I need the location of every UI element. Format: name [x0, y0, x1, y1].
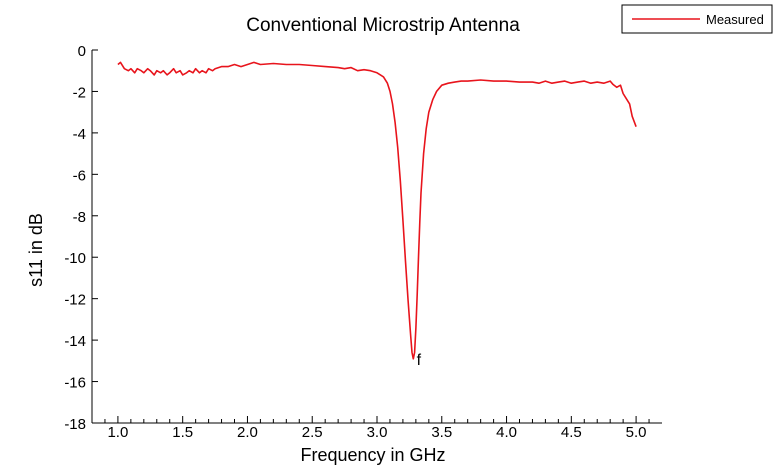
y-tick-label: -6 — [73, 167, 86, 184]
chart-title: Conventional Microstrip Antenna — [246, 15, 520, 36]
x-tick-label: 3.0 — [367, 424, 388, 441]
x-tick-label: 1.5 — [172, 424, 193, 441]
y-tick-label: 0 — [78, 43, 86, 60]
y-tick-label: -16 — [64, 375, 86, 392]
y-tick-label: -14 — [64, 333, 86, 350]
y-axis-ticks: 0 -2 -4 -6 -8 -10 -12 -14 -16 -18 — [64, 43, 98, 433]
x-tick-label: 2.0 — [237, 424, 258, 441]
y-tick-label: -12 — [64, 292, 86, 309]
y-tick-label: -10 — [64, 250, 86, 267]
plot-area: 0 -2 -4 -6 -8 -10 -12 -14 -16 -18 1.0 1.5 2.0 2.5 3.0… — [64, 43, 662, 441]
series-line-measured — [117, 61, 637, 360]
y-tick-label: -18 — [64, 416, 86, 433]
legend: Measured — [621, 4, 773, 34]
x-tick-label: 3.5 — [431, 424, 452, 441]
x-tick-label: 4.5 — [561, 424, 582, 441]
y-tick-label: -4 — [73, 126, 86, 143]
legend-label-measured: Measured — [706, 12, 764, 27]
y-axis-label: s11 in dB — [26, 213, 46, 287]
x-tick-label: 1.0 — [107, 424, 128, 441]
annotation-f: f — [417, 352, 422, 369]
y-tick-label: -2 — [73, 84, 86, 101]
x-axis-label: Frequency in GHz — [300, 445, 445, 465]
y-tick-label: -8 — [73, 209, 86, 226]
x-axis-ticks: 1.0 1.5 2.0 2.5 3.0 3.5 4.0 4.5 5.0 — [104, 416, 650, 441]
x-tick-label: 5.0 — [626, 424, 647, 441]
x-tick-label: 4.0 — [496, 424, 517, 441]
x-tick-label: 2.5 — [302, 424, 323, 441]
